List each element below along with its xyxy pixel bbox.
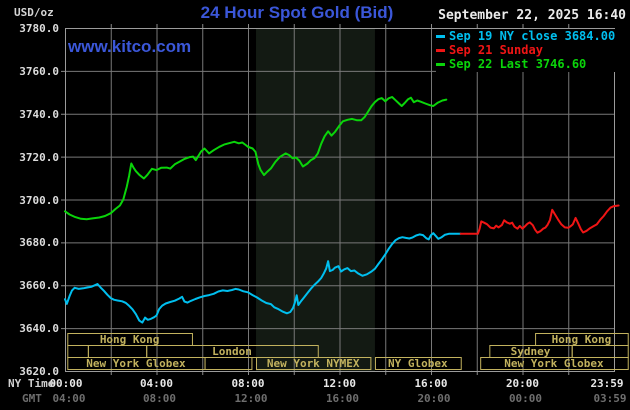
y-axis-units-label: USD/oz (14, 6, 54, 19)
plot-border (65, 28, 615, 372)
x-tick-label-gmt: 20:00 (417, 392, 451, 405)
legend-item: Sep 22 Last 3746.60 (436, 57, 616, 71)
y-tick-label: 3680.0 (19, 236, 59, 250)
legend-item: Sep 21 Sunday (436, 43, 616, 57)
session-box (67, 345, 89, 358)
legend-swatch (436, 34, 445, 38)
session-label: London (212, 345, 252, 358)
legend-label: Sep 21 Sunday (449, 43, 543, 57)
gmt-row-label: GMT (22, 392, 42, 405)
x-tick-label-gmt: 03:59 (593, 392, 627, 405)
x-tick-label-ny: 16:00 (414, 377, 448, 390)
y-tick-label: 3780.0 (19, 22, 59, 35)
session-box (256, 357, 372, 370)
y-tick-label: 3720.0 (19, 150, 59, 164)
session-label: Hong Kong (552, 333, 612, 346)
price-line (64, 96, 448, 221)
price-line (64, 232, 462, 324)
x-tick-label-gmt: 16:00 (325, 392, 360, 405)
kitco-watermark-link[interactable]: www.kitco.com (68, 37, 192, 56)
x-tick-label-ny: 08:00 (231, 377, 265, 390)
legend-swatch (436, 62, 445, 66)
session-box (374, 357, 462, 370)
y-tick-label: 3640.0 (19, 322, 59, 336)
session-label: Sydney (511, 345, 551, 358)
session-label: New York Globex (86, 357, 186, 370)
session-box (87, 345, 148, 358)
session-label: New York Globex (504, 357, 604, 370)
legend: Sep 19 NY close 3684.00 Sep 21 Sunday Sep … (436, 29, 616, 72)
session-box (204, 357, 253, 370)
page-title: 24 Hour Spot Gold (Bid) (200, 3, 394, 22)
session-label: NY Globex (388, 357, 448, 370)
legend-label: Sep 19 NY close 3684.00 (449, 29, 616, 43)
legend-swatch (436, 48, 445, 52)
session-label: Hong Kong (100, 333, 160, 346)
x-tick-label-ny: 00:00 (49, 377, 83, 390)
y-tick-label: 3700.0 (19, 193, 59, 207)
session-box (480, 357, 629, 370)
legend-item: Sep 19 NY close 3684.00 (436, 29, 616, 43)
x-tick-label-gmt: 04:00 (52, 392, 86, 405)
x-tick-label-gmt: 12:00 (234, 392, 268, 405)
session-box (571, 345, 629, 358)
y-tick-label: 3740.0 (19, 107, 59, 121)
x-tick-label-ny: 20:00 (505, 377, 540, 390)
x-tick-label-gmt: 08:00 (142, 392, 177, 405)
y-tick-label: 3760.0 (19, 64, 59, 78)
x-tick-label-gmt: 00:00 (508, 392, 543, 405)
y-tick-label: 3660.0 (19, 279, 59, 293)
chart-datetime: September 22, 2025 16:40 (438, 8, 626, 23)
ny-time-row-label: NY Time (8, 377, 55, 390)
session-label: New York NYMEX (267, 357, 360, 370)
y-tick-label: 3620.0 (19, 365, 59, 378)
x-tick-label-ny: 23:59 (590, 377, 624, 390)
x-tick-label-ny: 12:00 (322, 377, 357, 390)
price-line (459, 204, 620, 235)
x-tick-label-ny: 04:00 (139, 377, 174, 390)
legend-label: Sep 22 Last 3746.60 (449, 57, 587, 71)
